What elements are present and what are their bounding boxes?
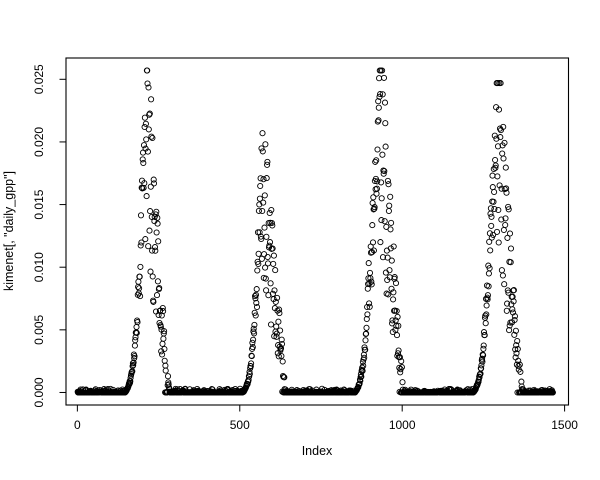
y-tick-label: 0.005 [32, 314, 46, 344]
x-tick-label: 1000 [389, 418, 416, 432]
y-tick-label: 0.015 [32, 189, 46, 219]
data-points [74, 67, 556, 396]
y-axis: 0.000 0.005 0.010 0.015 0.020 0.025 [32, 64, 66, 407]
plot-box [65, 57, 570, 406]
y-tick-label: 0.020 [32, 127, 46, 157]
y-tick-label: 0.000 [32, 377, 46, 407]
x-tick-label: 1500 [551, 418, 578, 432]
x-axis: 0 500 1000 1500 [74, 405, 578, 432]
y-axis-label: kimenet[, "daily_gpp"] [2, 171, 16, 291]
y-tick-label: 0.010 [32, 252, 46, 282]
y-tick-label: 0.025 [32, 64, 46, 94]
x-tick-label: 0 [74, 418, 81, 432]
x-tick-label: 500 [230, 418, 250, 432]
x-axis-label: Index [302, 444, 333, 458]
